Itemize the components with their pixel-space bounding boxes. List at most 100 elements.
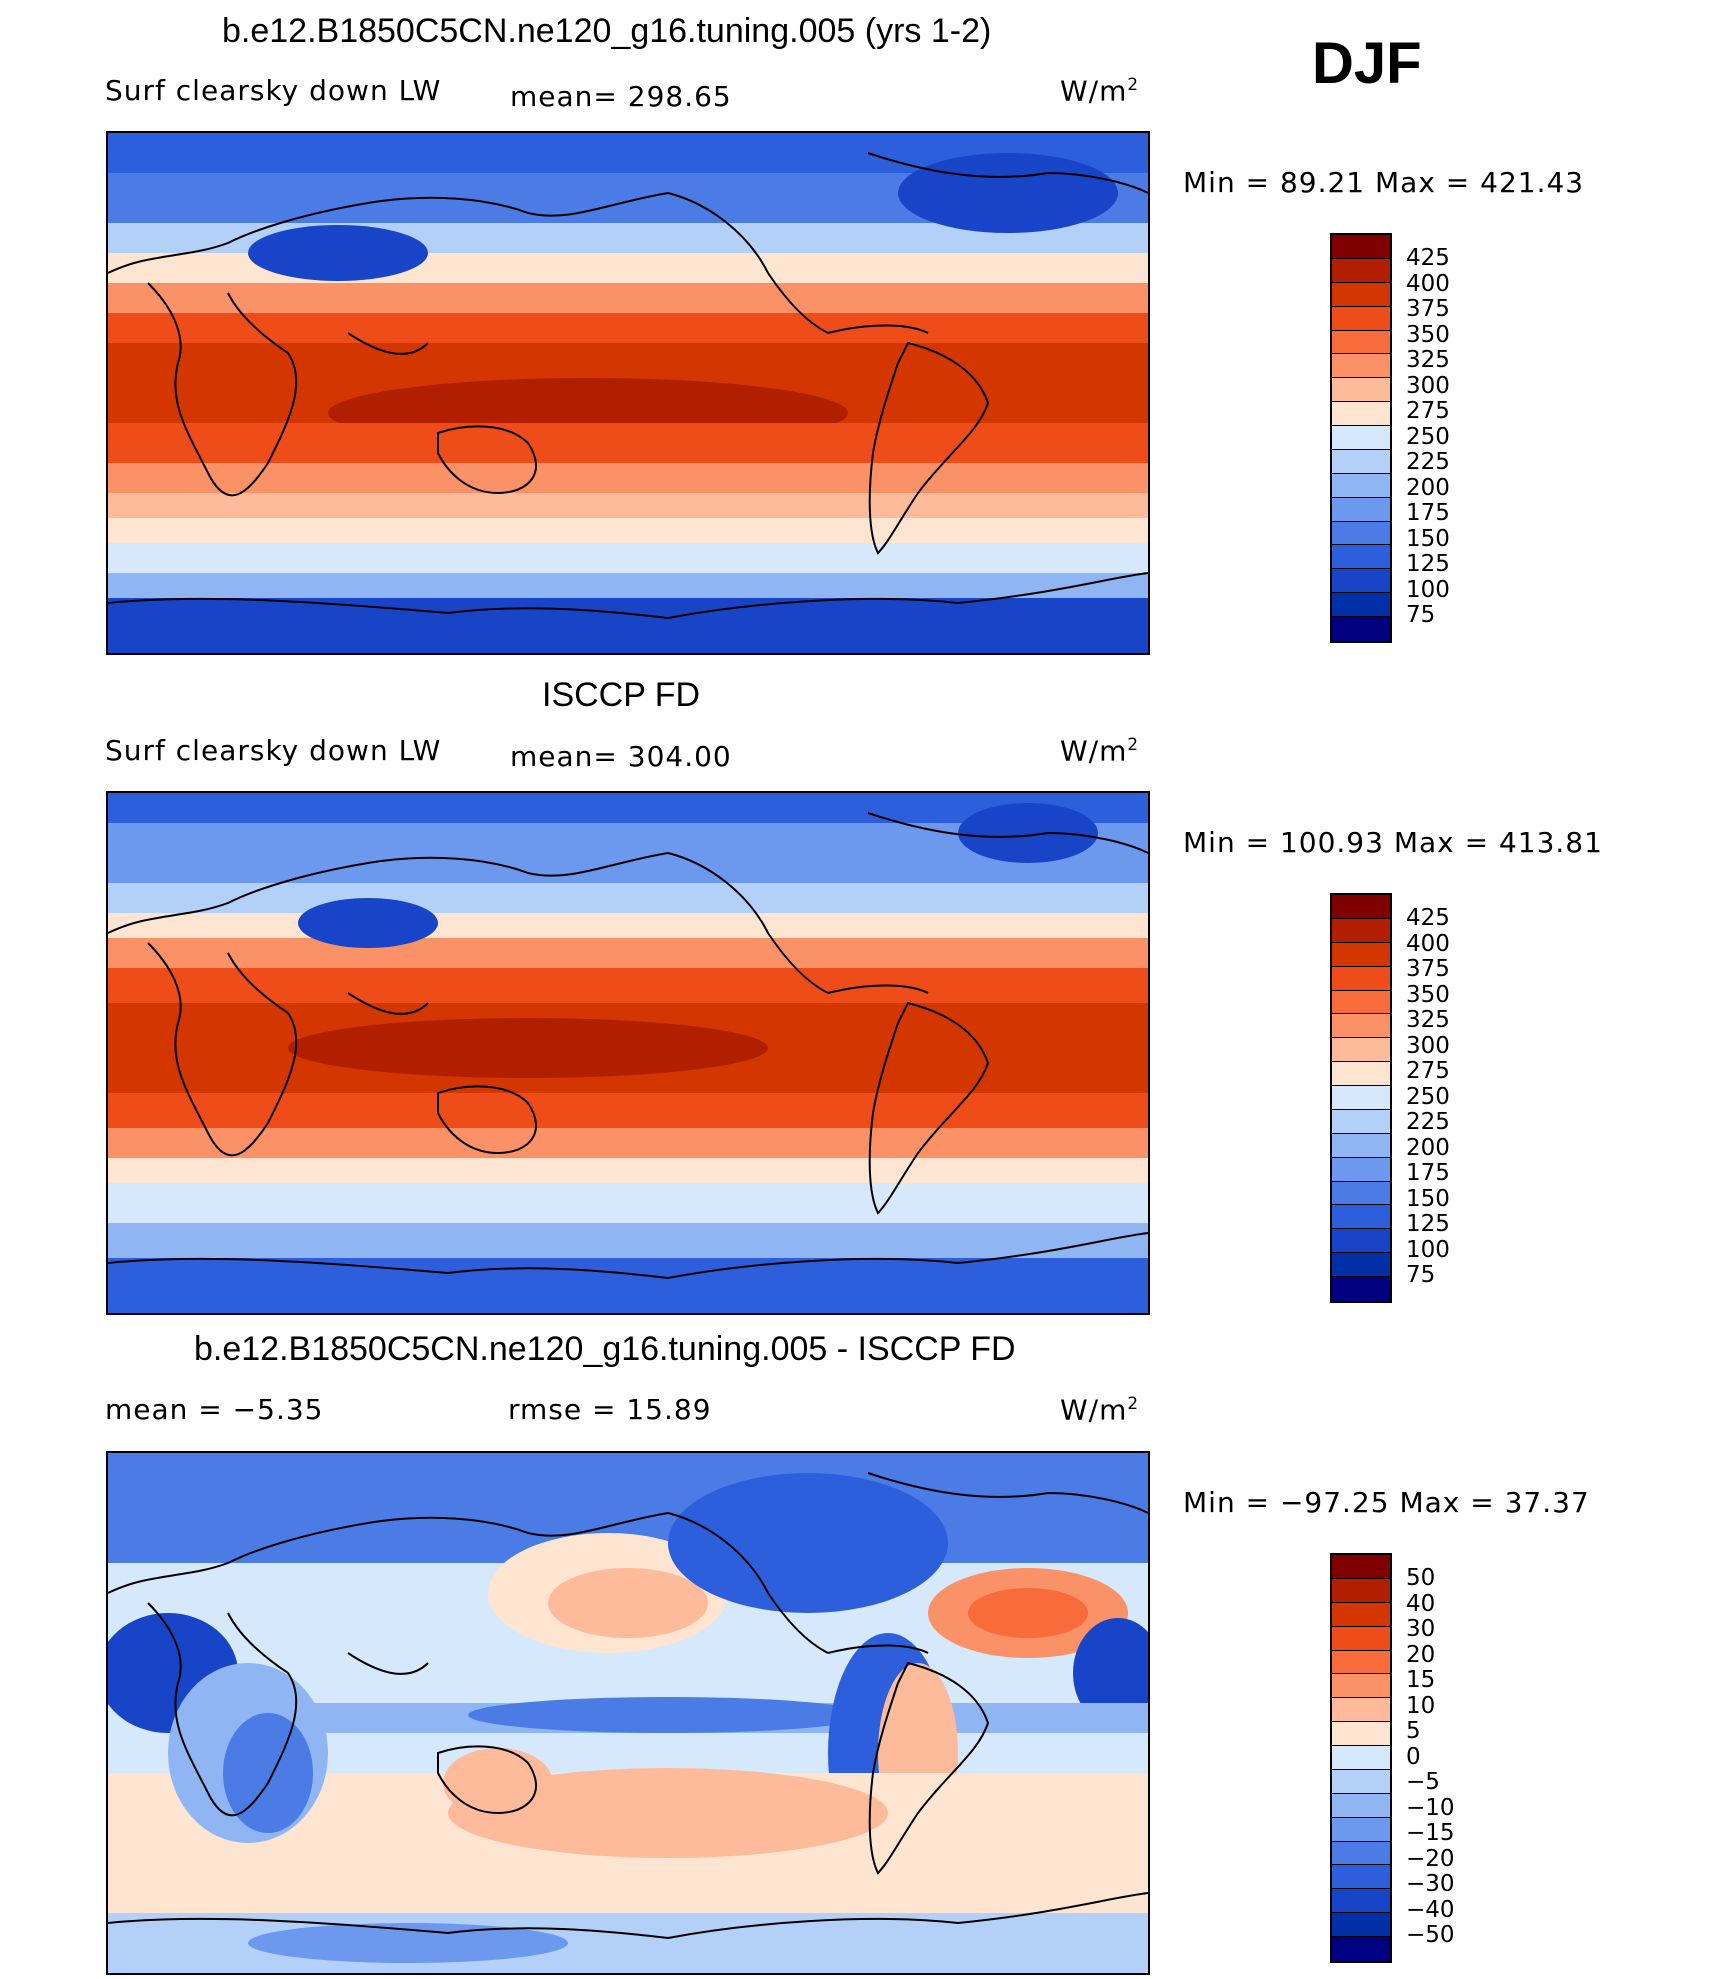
panel2-tick: 200 [1406,1135,1450,1161]
panel2-colorbar-swatch [1332,966,1390,991]
panel1-tick: 100 [1406,577,1450,603]
panel3-map-svg [108,1453,1148,1973]
panel3-tick: −5 [1406,1769,1440,1795]
panel2-tick: 425 [1406,905,1450,931]
panel3-tick: 30 [1406,1616,1436,1642]
panel2-colorbar-swatch [1332,1038,1390,1063]
panel3-tick: 10 [1406,1693,1436,1719]
panel1-colorbar-swatch [1332,521,1390,546]
panel3-tick: 40 [1406,1591,1436,1617]
panel1-minmax: Min = 89.21 Max = 421.43 [1183,166,1585,199]
panel1-colorbar-swatch [1332,497,1390,522]
panel2-colorbar-swatch [1332,1205,1390,1230]
panel2-tick: 300 [1406,1033,1450,1059]
panel2-tick: 75 [1406,1262,1436,1288]
panel3-colorbar-swatch [1332,1865,1390,1890]
season-label: DJF [1312,31,1422,96]
panel2-tick: 275 [1406,1058,1450,1084]
panel3-colorbar-swatch [1332,1746,1390,1770]
panel1-map-svg [108,133,1148,653]
panel2-colorbar-swatch [1332,1133,1390,1158]
panel2-units: W/m2 [1060,734,1140,768]
panel1-tick: 250 [1406,424,1450,450]
panel3-colorbar-swatch [1332,1793,1390,1818]
panel2-colorbar-swatch [1332,918,1390,943]
panel3-tick: −40 [1406,1897,1455,1923]
panel2-colorbar-swatch [1332,1277,1390,1301]
panel1-map [106,131,1150,655]
panel1-colorbar-swatch [1332,569,1390,594]
panel2-colorbar-swatch [1332,1229,1390,1254]
panel2-tick: 225 [1406,1109,1450,1135]
panel1-tick: 300 [1406,373,1450,399]
panel3-colorbar-swatch [1332,1817,1390,1842]
panel1-colorbar [1330,233,1392,643]
panel3-minmax: Min = −97.25 Max = 37.37 [1183,1486,1590,1519]
panel1-tick: 350 [1406,322,1450,348]
panel2-colorbar-swatch [1332,1253,1390,1277]
panel2-minmax: Min = 100.93 Max = 413.81 [1183,826,1603,859]
panel3-tick: 50 [1406,1565,1436,1591]
panel1-colorbar-swatch [1332,473,1390,498]
panel3-units: W/m2 [1060,1393,1140,1427]
panel2-tick: 175 [1406,1160,1450,1186]
panel3-colorbar-swatch [1332,1626,1390,1651]
panel2-tick: 325 [1406,1007,1450,1033]
panel3-colorbar-swatch [1332,1650,1390,1675]
panel3-colorbar-swatch [1332,1841,1390,1866]
panel1-colorbar-swatch [1332,282,1390,307]
panel1-colorbar-swatch [1332,378,1390,403]
panel1-colorbar-swatch [1332,426,1390,450]
panel1-colorbar-swatch [1332,593,1390,617]
panel2-tick: 375 [1406,956,1450,982]
panel3-tick: 5 [1406,1718,1421,1744]
panel3-colorbar-swatch [1332,1937,1390,1961]
panel3-tick: −20 [1406,1846,1455,1872]
panel3-colorbar-swatch [1332,1769,1390,1794]
panel2-colorbar [1330,893,1392,1303]
panel2-variable-label: Surf clearsky down LW [105,734,442,767]
panel3-colorbar [1330,1553,1392,1963]
panel3-colorbar-swatch [1332,1602,1390,1627]
panel3-rmse: rmse = 15.89 [508,1393,712,1426]
panel2-tick: 400 [1406,931,1450,957]
panel1-colorbar-swatch [1332,545,1390,570]
panel3-tick: 0 [1406,1744,1421,1770]
panel2-colorbar-swatch [1332,1157,1390,1182]
panel3-colorbar-swatch [1332,1722,1390,1746]
panel2-colorbar-swatch [1332,1014,1390,1039]
panel3-tick: −15 [1406,1820,1455,1846]
panel1-colorbar-swatch [1332,617,1390,641]
panel1-tick: 75 [1406,602,1436,628]
panel3-tick: −30 [1406,1871,1455,1897]
panel2-colorbar-swatch [1332,990,1390,1015]
panel2-colorbar-swatch [1332,942,1390,967]
panel2-tick: 350 [1406,982,1450,1008]
panel3-tick: 20 [1406,1642,1436,1668]
panel2-map-svg [108,793,1148,1313]
panel3-colorbar-swatch [1332,1674,1390,1699]
panel2-map [106,791,1150,1315]
panel3-tick: 15 [1406,1667,1436,1693]
panel2-tick: 150 [1406,1186,1450,1212]
panel2-colorbar-swatch [1332,1181,1390,1206]
panel2-colorbar-swatch [1332,1109,1390,1134]
panel1-units: W/m2 [1060,74,1140,108]
panel1-tick: 400 [1406,271,1450,297]
panel1-tick: 275 [1406,398,1450,424]
panel1-title: b.e12.B1850C5CN.ne120_g16.tuning.005 (yr… [222,12,992,50]
panel3-colorbar-swatch [1332,1889,1390,1914]
panel3-title: b.e12.B1850C5CN.ne120_g16.tuning.005 - I… [194,1330,1016,1368]
panel1-tick: 225 [1406,449,1450,475]
panel2-title: ISCCP FD [542,676,701,714]
panel1-tick: 150 [1406,526,1450,552]
panel1-tick: 375 [1406,296,1450,322]
panel1-tick: 175 [1406,500,1450,526]
panel1-colorbar-swatch [1332,402,1390,426]
panel2-colorbar-swatch [1332,895,1390,919]
panel1-colorbar-swatch [1332,235,1390,259]
panel3-colorbar-swatch [1332,1913,1390,1937]
panel3-colorbar-swatch [1332,1698,1390,1723]
panel2-tick: 125 [1406,1211,1450,1237]
panel2-colorbar-swatch [1332,1086,1390,1110]
